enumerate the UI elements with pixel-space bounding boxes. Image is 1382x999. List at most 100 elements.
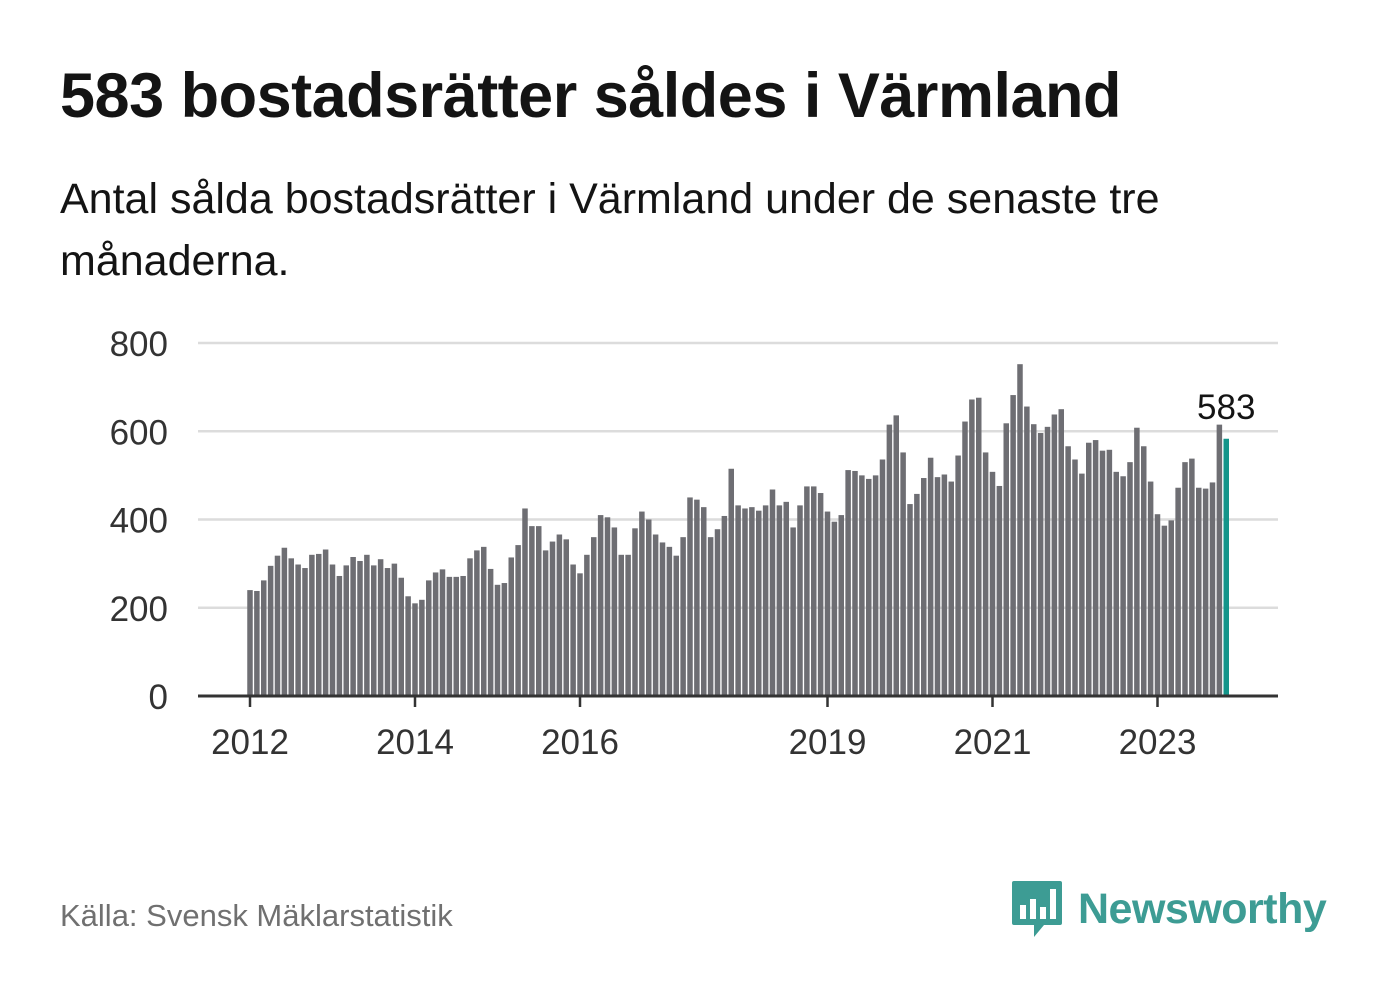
bar [735,505,741,696]
bar [1175,487,1181,696]
bar [687,497,693,696]
chart-subtitle: Antal sålda bostadsrätter i Värmland und… [60,175,1160,285]
bar [467,558,473,696]
bar [267,565,274,696]
bar [350,557,356,696]
bar [556,534,563,696]
bar [487,568,494,696]
bar [1127,462,1133,696]
bar [302,568,308,696]
bar [1209,482,1216,696]
bar [1120,476,1126,696]
bar [474,550,480,696]
bar [1168,520,1174,696]
bar [1216,424,1223,696]
bar [529,526,535,696]
bar [281,547,288,696]
bar [790,527,796,696]
bar [1037,433,1044,696]
y-tick-label: 400 [110,502,168,541]
bar [357,560,363,696]
bar [1065,446,1071,696]
bar [811,486,817,696]
bar [1010,395,1016,696]
bar [948,481,954,696]
bar [398,577,404,696]
brand-name: Newsworthy [1078,884,1327,933]
bar [584,554,590,696]
bar [247,590,253,696]
bar [1058,409,1064,696]
bar [866,478,872,696]
bar [1086,442,1092,696]
y-tick-label: 600 [110,413,168,452]
bar [1003,423,1009,696]
bar [907,504,913,696]
bar [364,554,370,696]
bar [1106,449,1113,696]
bar [1092,440,1099,696]
bar [783,501,789,696]
bar [762,505,769,696]
chart-title: 583 bostadsrätter såldes i Värmland [60,61,1121,131]
bar [1113,471,1119,696]
bar [1134,427,1140,696]
bar [996,485,1003,696]
bar [955,455,961,696]
bar [384,568,391,696]
bar [611,527,618,696]
bar [934,477,941,696]
x-tick-label: 2014 [376,723,454,762]
bar [962,421,968,696]
bar [728,468,734,696]
y-tick-label: 0 [149,678,168,717]
bar [701,507,707,696]
bar [405,596,411,696]
bar [563,539,569,696]
bar [501,583,508,696]
x-tick-label: 2021 [954,723,1032,762]
bar [1051,414,1058,696]
bar [707,537,714,696]
bar [1017,364,1023,696]
bar [1182,462,1188,696]
bar [316,553,322,696]
bar [749,507,755,696]
x-tick-label: 2016 [541,723,619,762]
bar [494,584,501,696]
bar [742,508,748,696]
bar [900,452,906,696]
bar [1196,487,1202,696]
bar [309,554,315,696]
bar [1202,488,1209,696]
newsworthy-logo-icon [1012,881,1062,937]
x-tick-label: 2023 [1119,723,1197,762]
bar [914,493,920,696]
bar [680,537,686,696]
bar [976,397,982,696]
bar [549,541,556,696]
bar [721,515,728,696]
bar [432,572,439,696]
x-tick-label: 2019 [789,723,867,762]
bar [989,471,996,696]
bar [1154,514,1161,696]
bar [295,564,301,696]
bar [1024,406,1030,696]
bar [618,554,624,696]
bar [426,580,432,696]
bar [1044,426,1051,696]
bar [254,590,260,696]
bar-highlight [1223,438,1229,696]
bar [756,510,762,696]
bar [831,521,838,696]
bar [1072,459,1078,696]
bar [838,515,844,696]
y-tick-label: 800 [110,325,168,364]
bar [419,599,425,696]
bar [536,526,542,696]
bar [625,554,631,696]
y-tick-label: 200 [110,590,168,629]
bar [343,565,349,696]
bar [439,569,446,696]
